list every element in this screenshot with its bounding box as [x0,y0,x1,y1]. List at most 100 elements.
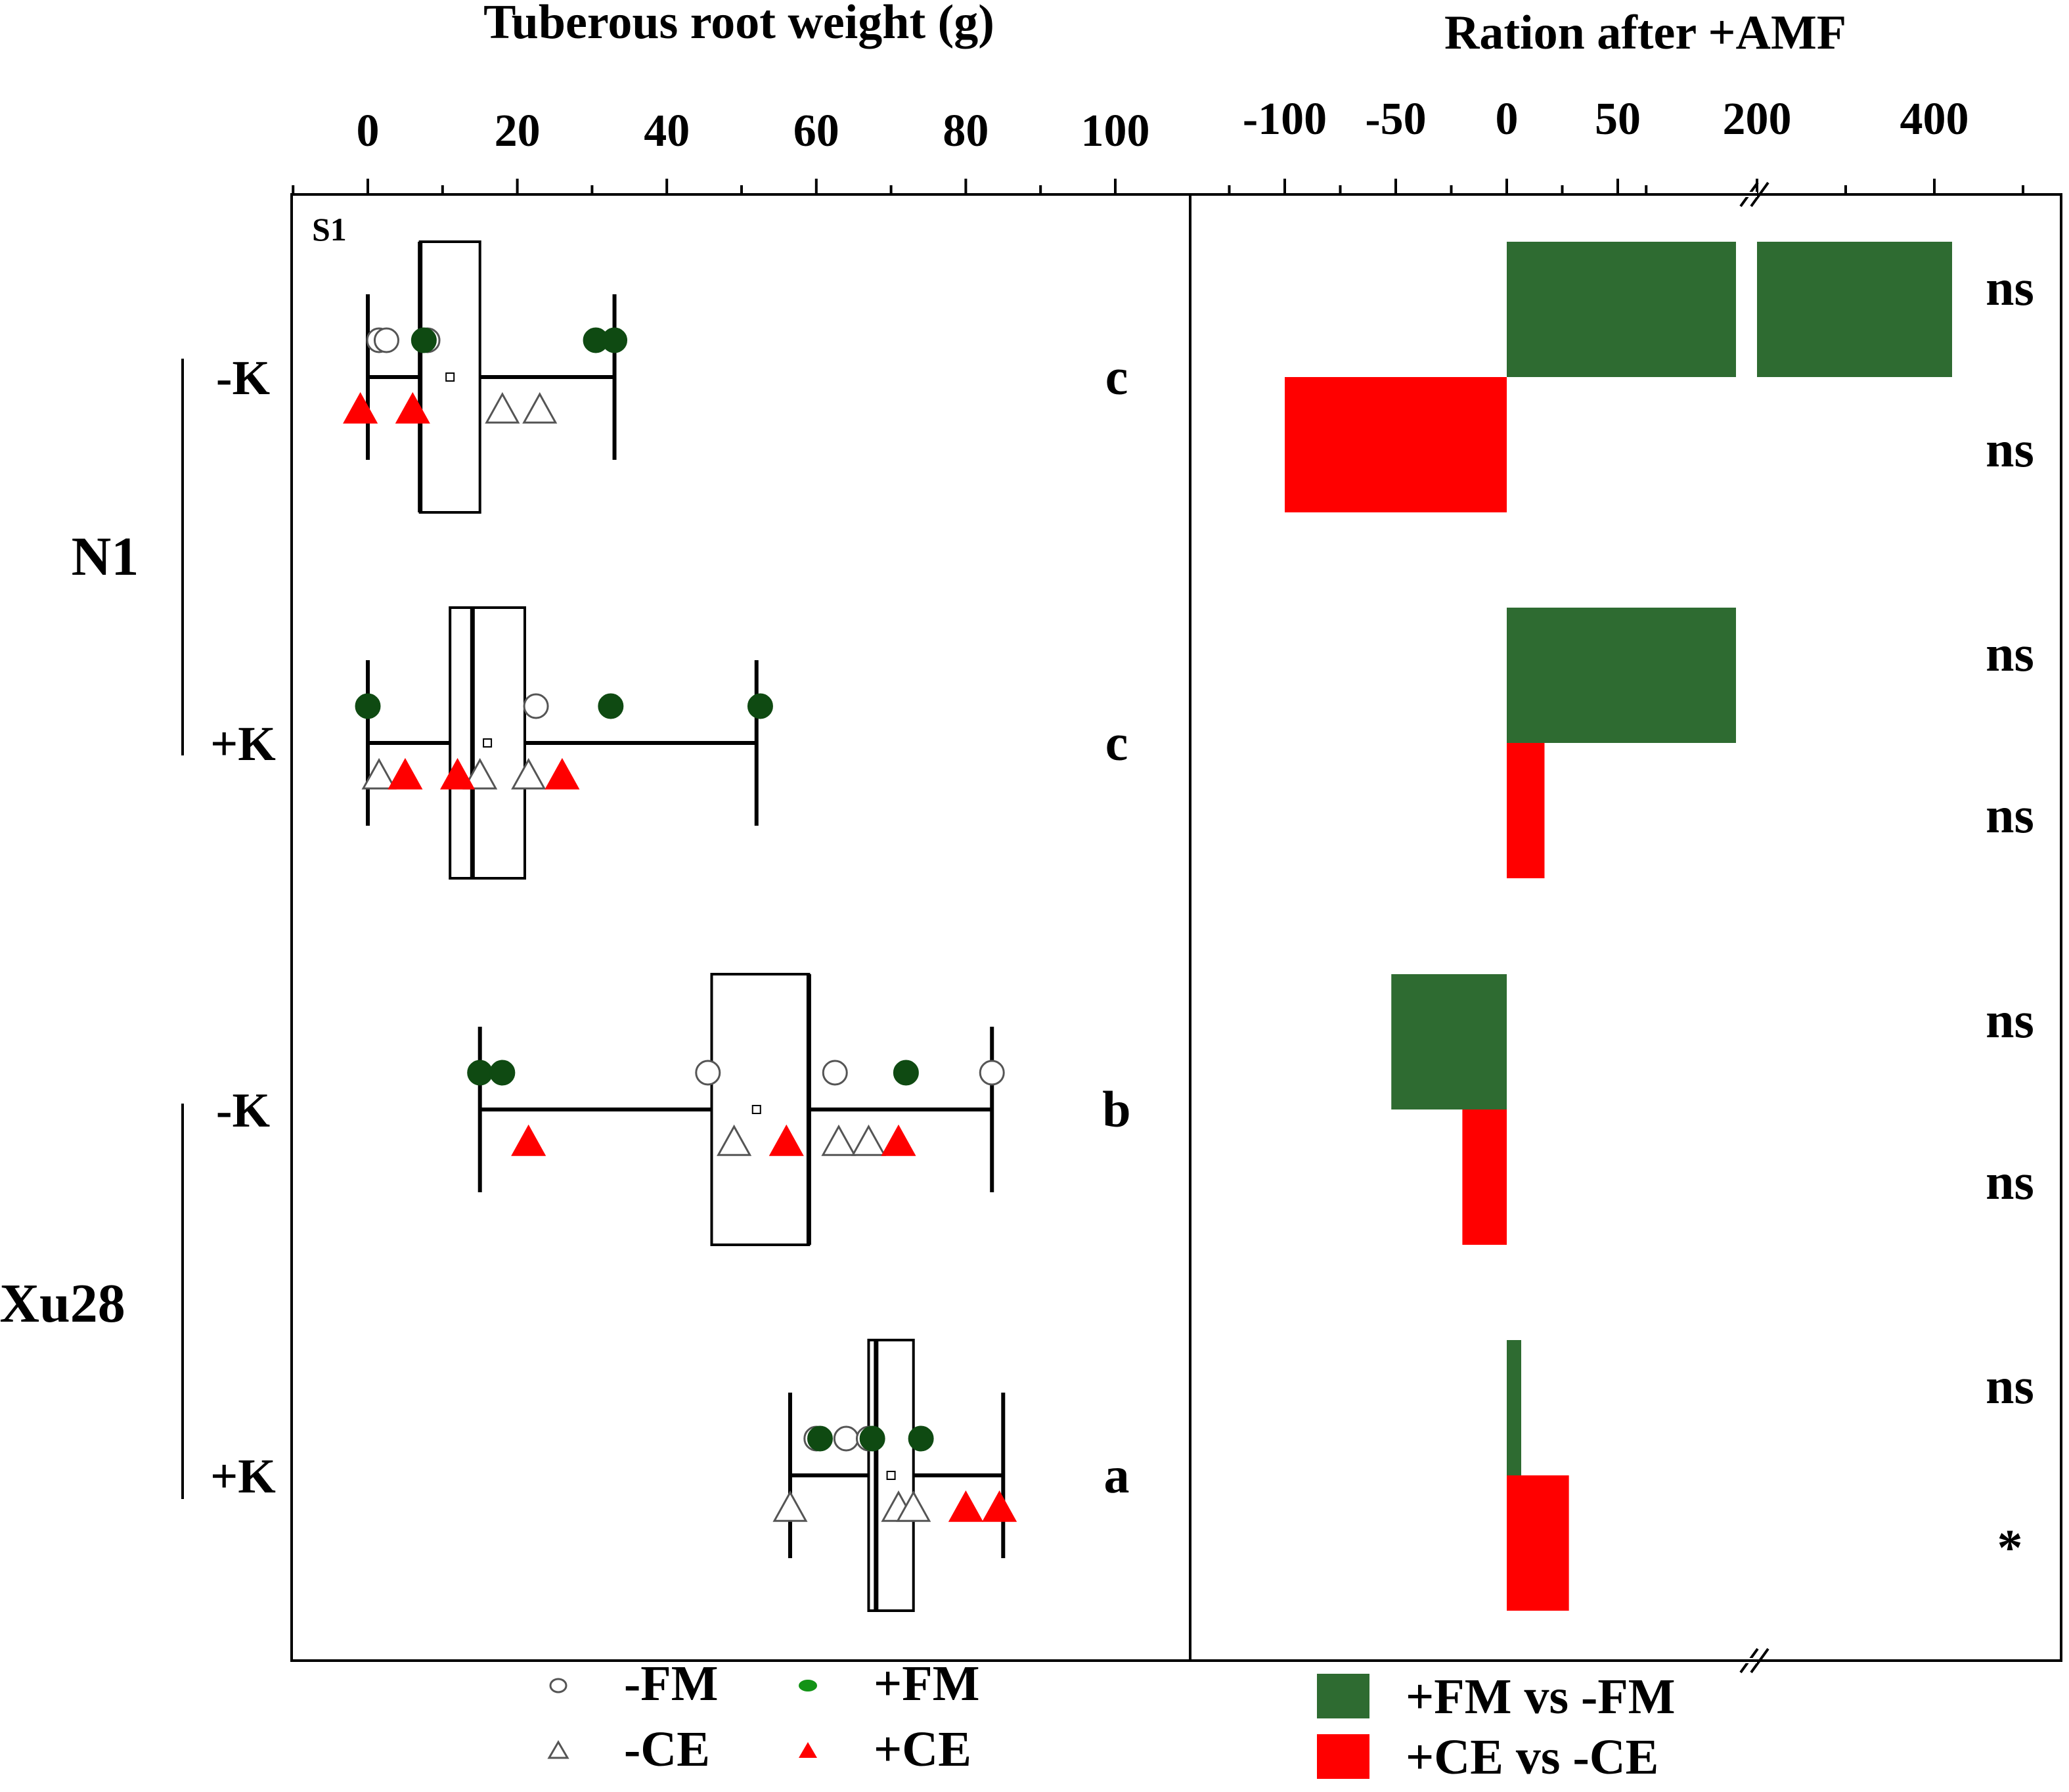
legend-swatch [1317,1674,1369,1718]
bar-ce [1507,1475,1569,1611]
bar-fm-extension [1757,242,1952,377]
bar-fm [1391,974,1507,1109]
point-plus-ce [440,757,476,790]
point-minus-fm [822,1060,848,1086]
point-plus-fm [807,1425,833,1452]
box-mean-marker [886,1471,896,1480]
point-plus-ce [343,392,378,424]
bar-ce [1507,743,1545,878]
legend-label: -FM [624,1656,718,1711]
point-plus-fm [908,1425,934,1452]
point-plus-fm [602,327,628,353]
legend-label: +CE [874,1722,971,1777]
significance-letter: b [1102,1081,1130,1138]
bar-fm [1507,1340,1521,1475]
point-minus-fm [695,1060,721,1086]
legend-swatch [1317,1734,1369,1779]
significance-letter: c [1105,714,1128,771]
legend-marker-minus-ce [547,1740,569,1759]
legend-label: +CE vs -CE [1406,1730,1658,1785]
legend-label: -CE [624,1722,710,1777]
bar-ce [1462,1109,1507,1245]
legend-label: +FM vs -FM [1406,1669,1676,1724]
point-minus-ce [821,1124,857,1156]
point-minus-ce [511,757,546,790]
point-minus-ce [485,392,520,424]
significance-letter: a [1104,1446,1130,1504]
left-tick-label: 80 [943,106,989,156]
point-minus-ce [361,757,397,790]
point-plus-fm [467,1060,493,1086]
point-plus-ce [511,1124,546,1156]
point-minus-fm [979,1060,1005,1086]
point-plus-ce [881,1124,916,1156]
significance-mark: ns [1986,991,2034,1048]
point-plus-ce [948,1490,983,1522]
k-label: +K [210,1450,276,1504]
point-plus-ce [982,1490,1017,1522]
significance-mark: ns [1986,420,2034,478]
box-mean-marker [445,372,455,382]
point-minus-fm [373,327,399,353]
box-mean-marker [483,738,493,748]
right-tick-label: 0 [1496,94,1519,145]
box-iqr [418,240,481,514]
cultivar-label-n1: N1 [72,526,139,587]
left-tick-label: 0 [357,106,380,156]
plot-frame-top-mask [887,171,893,177]
point-plus-fm [411,327,437,353]
bar-ce [1285,377,1507,512]
right-tick-label: -100 [1243,94,1327,145]
point-plus-fm [893,1060,919,1086]
box-plot-layer: c c b a [343,240,1131,1612]
bar-fm [1507,242,1736,377]
left-tick-label: 40 [644,106,690,156]
group-labels: N1 Xu28 -K +K -K +K [0,351,276,1504]
legend-marker-plus-ce [799,1742,817,1758]
point-plus-ce [395,392,430,424]
point-plus-fm [489,1060,516,1086]
point-minus-fm [833,1425,859,1452]
point-plus-ce [768,1124,804,1156]
legend-marker-minus-fm [549,1678,567,1693]
point-minus-ce [522,392,558,424]
legend-right: +FM vs -FM +CE vs -CE [1317,1669,1676,1785]
bar-layer: ns ns ns ns ns ns ns * [1285,242,2034,1611]
point-minus-ce [717,1124,752,1156]
left-axis-title: Tuberous root weight (g) [483,0,994,49]
significance-mark: ns [1986,786,2034,843]
point-plus-fm [747,693,773,719]
right-tick-label: -50 [1365,94,1426,145]
legend-label: +FM [874,1656,979,1711]
point-minus-ce [772,1490,808,1522]
significance-mark: ns [1986,1153,2034,1210]
significance-mark: ns [1986,259,2034,316]
right-axis-title: Ration after +AMF [1444,6,1846,60]
point-minus-ce [896,1490,931,1522]
significance-mark: ns [1986,1357,2034,1414]
significance-mark: * [1997,1519,2023,1576]
point-plus-ce [388,757,423,790]
left-x-axis: 0 20 40 60 80 100 [292,106,1190,196]
panel-label: S1 [312,211,347,248]
point-plus-fm [859,1425,885,1452]
left-tick-label: 100 [1081,106,1150,156]
point-minus-ce [462,757,498,790]
bar-fm [1507,608,1736,743]
legend-marker-plus-fm [799,1680,817,1691]
box-mean-marker [751,1105,761,1114]
cultivar-label-xu28: Xu28 [0,1273,125,1334]
right-tick-label: 50 [1595,94,1641,145]
k-label: -K [216,351,270,405]
point-minus-fm [523,693,549,719]
point-plus-fm [598,693,624,719]
legend-left: -FM +FM -CE +CE [547,1656,979,1777]
left-tick-label: 60 [793,106,839,156]
right-tick-label: 200 [1723,94,1792,145]
significance-mark: ns [1986,625,2034,682]
left-tick-label: 20 [495,106,541,156]
k-label: +K [210,717,276,771]
significance-letter: c [1105,348,1128,405]
point-minus-ce [851,1124,887,1156]
